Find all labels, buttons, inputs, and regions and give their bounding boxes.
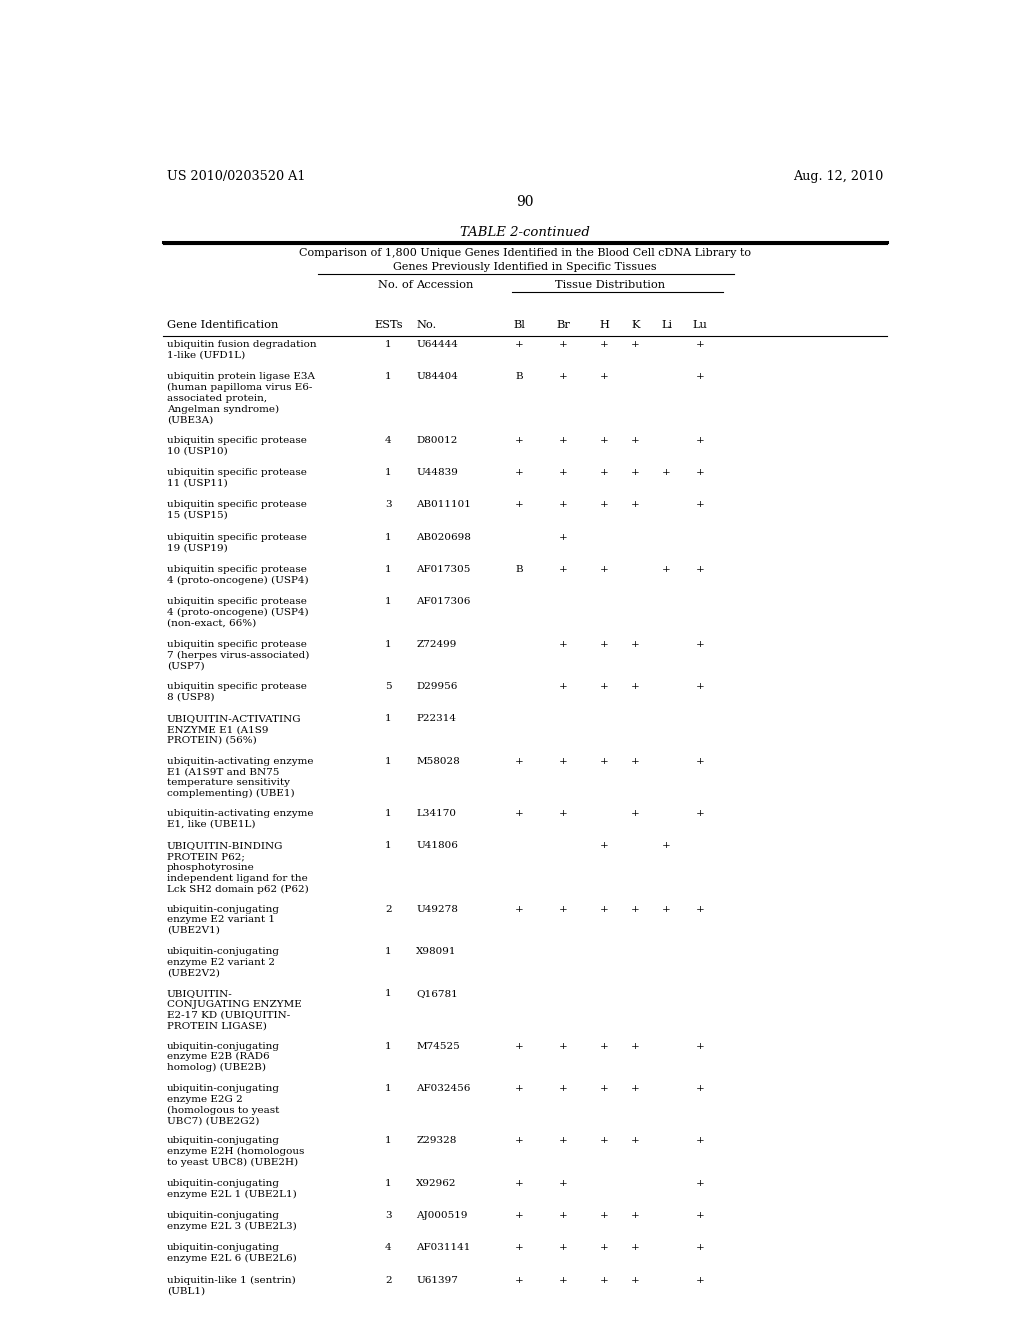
Text: 3: 3	[385, 1210, 392, 1220]
Text: 4: 4	[385, 436, 392, 445]
Text: ubiquitin-conjugating
enzyme E2B (RAD6
homolog) (UBE2B): ubiquitin-conjugating enzyme E2B (RAD6 h…	[167, 1041, 280, 1072]
Text: ubiquitin-conjugating
enzyme E2L 3 (UBE2L3): ubiquitin-conjugating enzyme E2L 3 (UBE2…	[167, 1210, 297, 1230]
Text: ubiquitin-conjugating
enzyme E2 variant 2
(UBE2V2): ubiquitin-conjugating enzyme E2 variant …	[167, 946, 280, 977]
Text: +: +	[600, 841, 609, 850]
Text: UBIQUITIN-BINDING
PROTEIN P62;
phosphotyrosine
independent ligand for the
Lck SH: UBIQUITIN-BINDING PROTEIN P62; phosphoty…	[167, 841, 308, 894]
Text: +: +	[515, 1210, 523, 1220]
Text: +: +	[631, 1243, 640, 1253]
Text: +: +	[600, 1084, 609, 1093]
Text: ubiquitin specific protease
15 (USP15): ubiquitin specific protease 15 (USP15)	[167, 500, 306, 520]
Text: U44839: U44839	[417, 469, 458, 477]
Text: +: +	[559, 372, 568, 381]
Text: Z29328: Z29328	[417, 1137, 457, 1146]
Text: ubiquitin specific protease
7 (herpes virus-associated)
(USP7): ubiquitin specific protease 7 (herpes vi…	[167, 640, 309, 671]
Text: 1: 1	[385, 714, 392, 723]
Text: +: +	[515, 1137, 523, 1146]
Text: +: +	[600, 469, 609, 477]
Text: +: +	[631, 640, 640, 648]
Text: +: +	[600, 1137, 609, 1146]
Text: +: +	[695, 500, 705, 510]
Text: UBIQUITIN-ACTIVATING
ENZYME E1 (A1S9
PROTEIN) (56%): UBIQUITIN-ACTIVATING ENZYME E1 (A1S9 PRO…	[167, 714, 301, 744]
Text: AF017306: AF017306	[417, 597, 471, 606]
Text: +: +	[631, 341, 640, 348]
Text: D29956: D29956	[417, 682, 458, 690]
Text: +: +	[663, 841, 671, 850]
Text: +: +	[631, 1137, 640, 1146]
Text: No.: No.	[417, 321, 436, 330]
Text: ubiquitin-activating enzyme
E1 (A1S9T and BN75
temperature sensitivity
complemen: ubiquitin-activating enzyme E1 (A1S9T an…	[167, 756, 313, 799]
Text: +: +	[559, 1210, 568, 1220]
Text: Gene Identification: Gene Identification	[167, 321, 279, 330]
Text: ubiquitin specific protease
4 (proto-oncogene) (USP4)
(non-exact, 66%): ubiquitin specific protease 4 (proto-onc…	[167, 597, 308, 628]
Text: 1: 1	[385, 946, 392, 956]
Text: 1: 1	[385, 372, 392, 381]
Text: Br: Br	[557, 321, 570, 330]
Text: AB020698: AB020698	[417, 532, 471, 541]
Text: +: +	[695, 436, 705, 445]
Text: +: +	[559, 809, 568, 818]
Text: +: +	[695, 565, 705, 574]
Text: ubiquitin-like 1 (sentrin)
(UBL1): ubiquitin-like 1 (sentrin) (UBL1)	[167, 1275, 296, 1295]
Text: ubiquitin-conjugating
enzyme E2G 2
(homologous to yeast
UBC7) (UBE2G2): ubiquitin-conjugating enzyme E2G 2 (homo…	[167, 1084, 280, 1126]
Text: 1: 1	[385, 756, 392, 766]
Text: +: +	[559, 640, 568, 648]
Text: +: +	[515, 756, 523, 766]
Text: 1: 1	[385, 1137, 392, 1146]
Text: Accession: Accession	[417, 280, 474, 290]
Text: +: +	[559, 565, 568, 574]
Text: +: +	[515, 809, 523, 818]
Text: ubiquitin fusion degradation
1-like (UFD1L): ubiquitin fusion degradation 1-like (UFD…	[167, 341, 316, 360]
Text: B: B	[515, 372, 523, 381]
Text: +: +	[515, 1243, 523, 1253]
Text: +: +	[695, 1275, 705, 1284]
Text: X98091: X98091	[417, 946, 457, 956]
Text: +: +	[600, 682, 609, 690]
Text: No. of: No. of	[378, 280, 414, 290]
Text: +: +	[515, 1275, 523, 1284]
Text: +: +	[631, 436, 640, 445]
Text: 2: 2	[385, 1275, 392, 1284]
Text: 1: 1	[385, 841, 392, 850]
Text: +: +	[695, 1137, 705, 1146]
Text: 5: 5	[385, 682, 392, 690]
Text: +: +	[631, 904, 640, 913]
Text: +: +	[515, 469, 523, 477]
Text: Aug. 12, 2010: Aug. 12, 2010	[793, 170, 883, 183]
Text: U49278: U49278	[417, 904, 458, 913]
Text: +: +	[631, 1084, 640, 1093]
Text: +: +	[695, 1243, 705, 1253]
Text: +: +	[600, 904, 609, 913]
Text: +: +	[515, 1041, 523, 1051]
Text: ubiquitin-conjugating
enzyme E2L 1 (UBE2L1): ubiquitin-conjugating enzyme E2L 1 (UBE2…	[167, 1179, 297, 1199]
Text: +: +	[663, 904, 671, 913]
Text: Bl: Bl	[513, 321, 525, 330]
Text: +: +	[695, 1210, 705, 1220]
Text: +: +	[559, 436, 568, 445]
Text: +: +	[600, 1275, 609, 1284]
Text: +: +	[559, 756, 568, 766]
Text: ubiquitin-conjugating
enzyme E2 variant 1
(UBE2V1): ubiquitin-conjugating enzyme E2 variant …	[167, 904, 280, 935]
Text: Lu: Lu	[692, 321, 708, 330]
Text: U84404: U84404	[417, 372, 458, 381]
Text: Genes Previously Identified in Specific Tissues: Genes Previously Identified in Specific …	[393, 261, 656, 272]
Text: +: +	[695, 341, 705, 348]
Text: ubiquitin specific protease
8 (USP8): ubiquitin specific protease 8 (USP8)	[167, 682, 306, 702]
Text: H: H	[600, 321, 609, 330]
Text: +: +	[559, 1137, 568, 1146]
Text: M74525: M74525	[417, 1041, 460, 1051]
Text: +: +	[631, 756, 640, 766]
Text: +: +	[515, 341, 523, 348]
Text: 4: 4	[385, 1243, 392, 1253]
Text: ubiquitin-conjugating
enzyme E2L 6 (UBE2L6): ubiquitin-conjugating enzyme E2L 6 (UBE2…	[167, 1243, 297, 1263]
Text: +: +	[515, 436, 523, 445]
Text: AF032456: AF032456	[417, 1084, 471, 1093]
Text: +: +	[631, 469, 640, 477]
Text: +: +	[631, 682, 640, 690]
Text: Z72499: Z72499	[417, 640, 457, 648]
Text: +: +	[695, 756, 705, 766]
Text: ubiquitin protein ligase E3A
(human papilloma virus E6-
associated protein,
Ange: ubiquitin protein ligase E3A (human papi…	[167, 372, 314, 425]
Text: +: +	[559, 1084, 568, 1093]
Text: 1: 1	[385, 341, 392, 348]
Text: +: +	[695, 1041, 705, 1051]
Text: ubiquitin specific protease
11 (USP11): ubiquitin specific protease 11 (USP11)	[167, 469, 306, 487]
